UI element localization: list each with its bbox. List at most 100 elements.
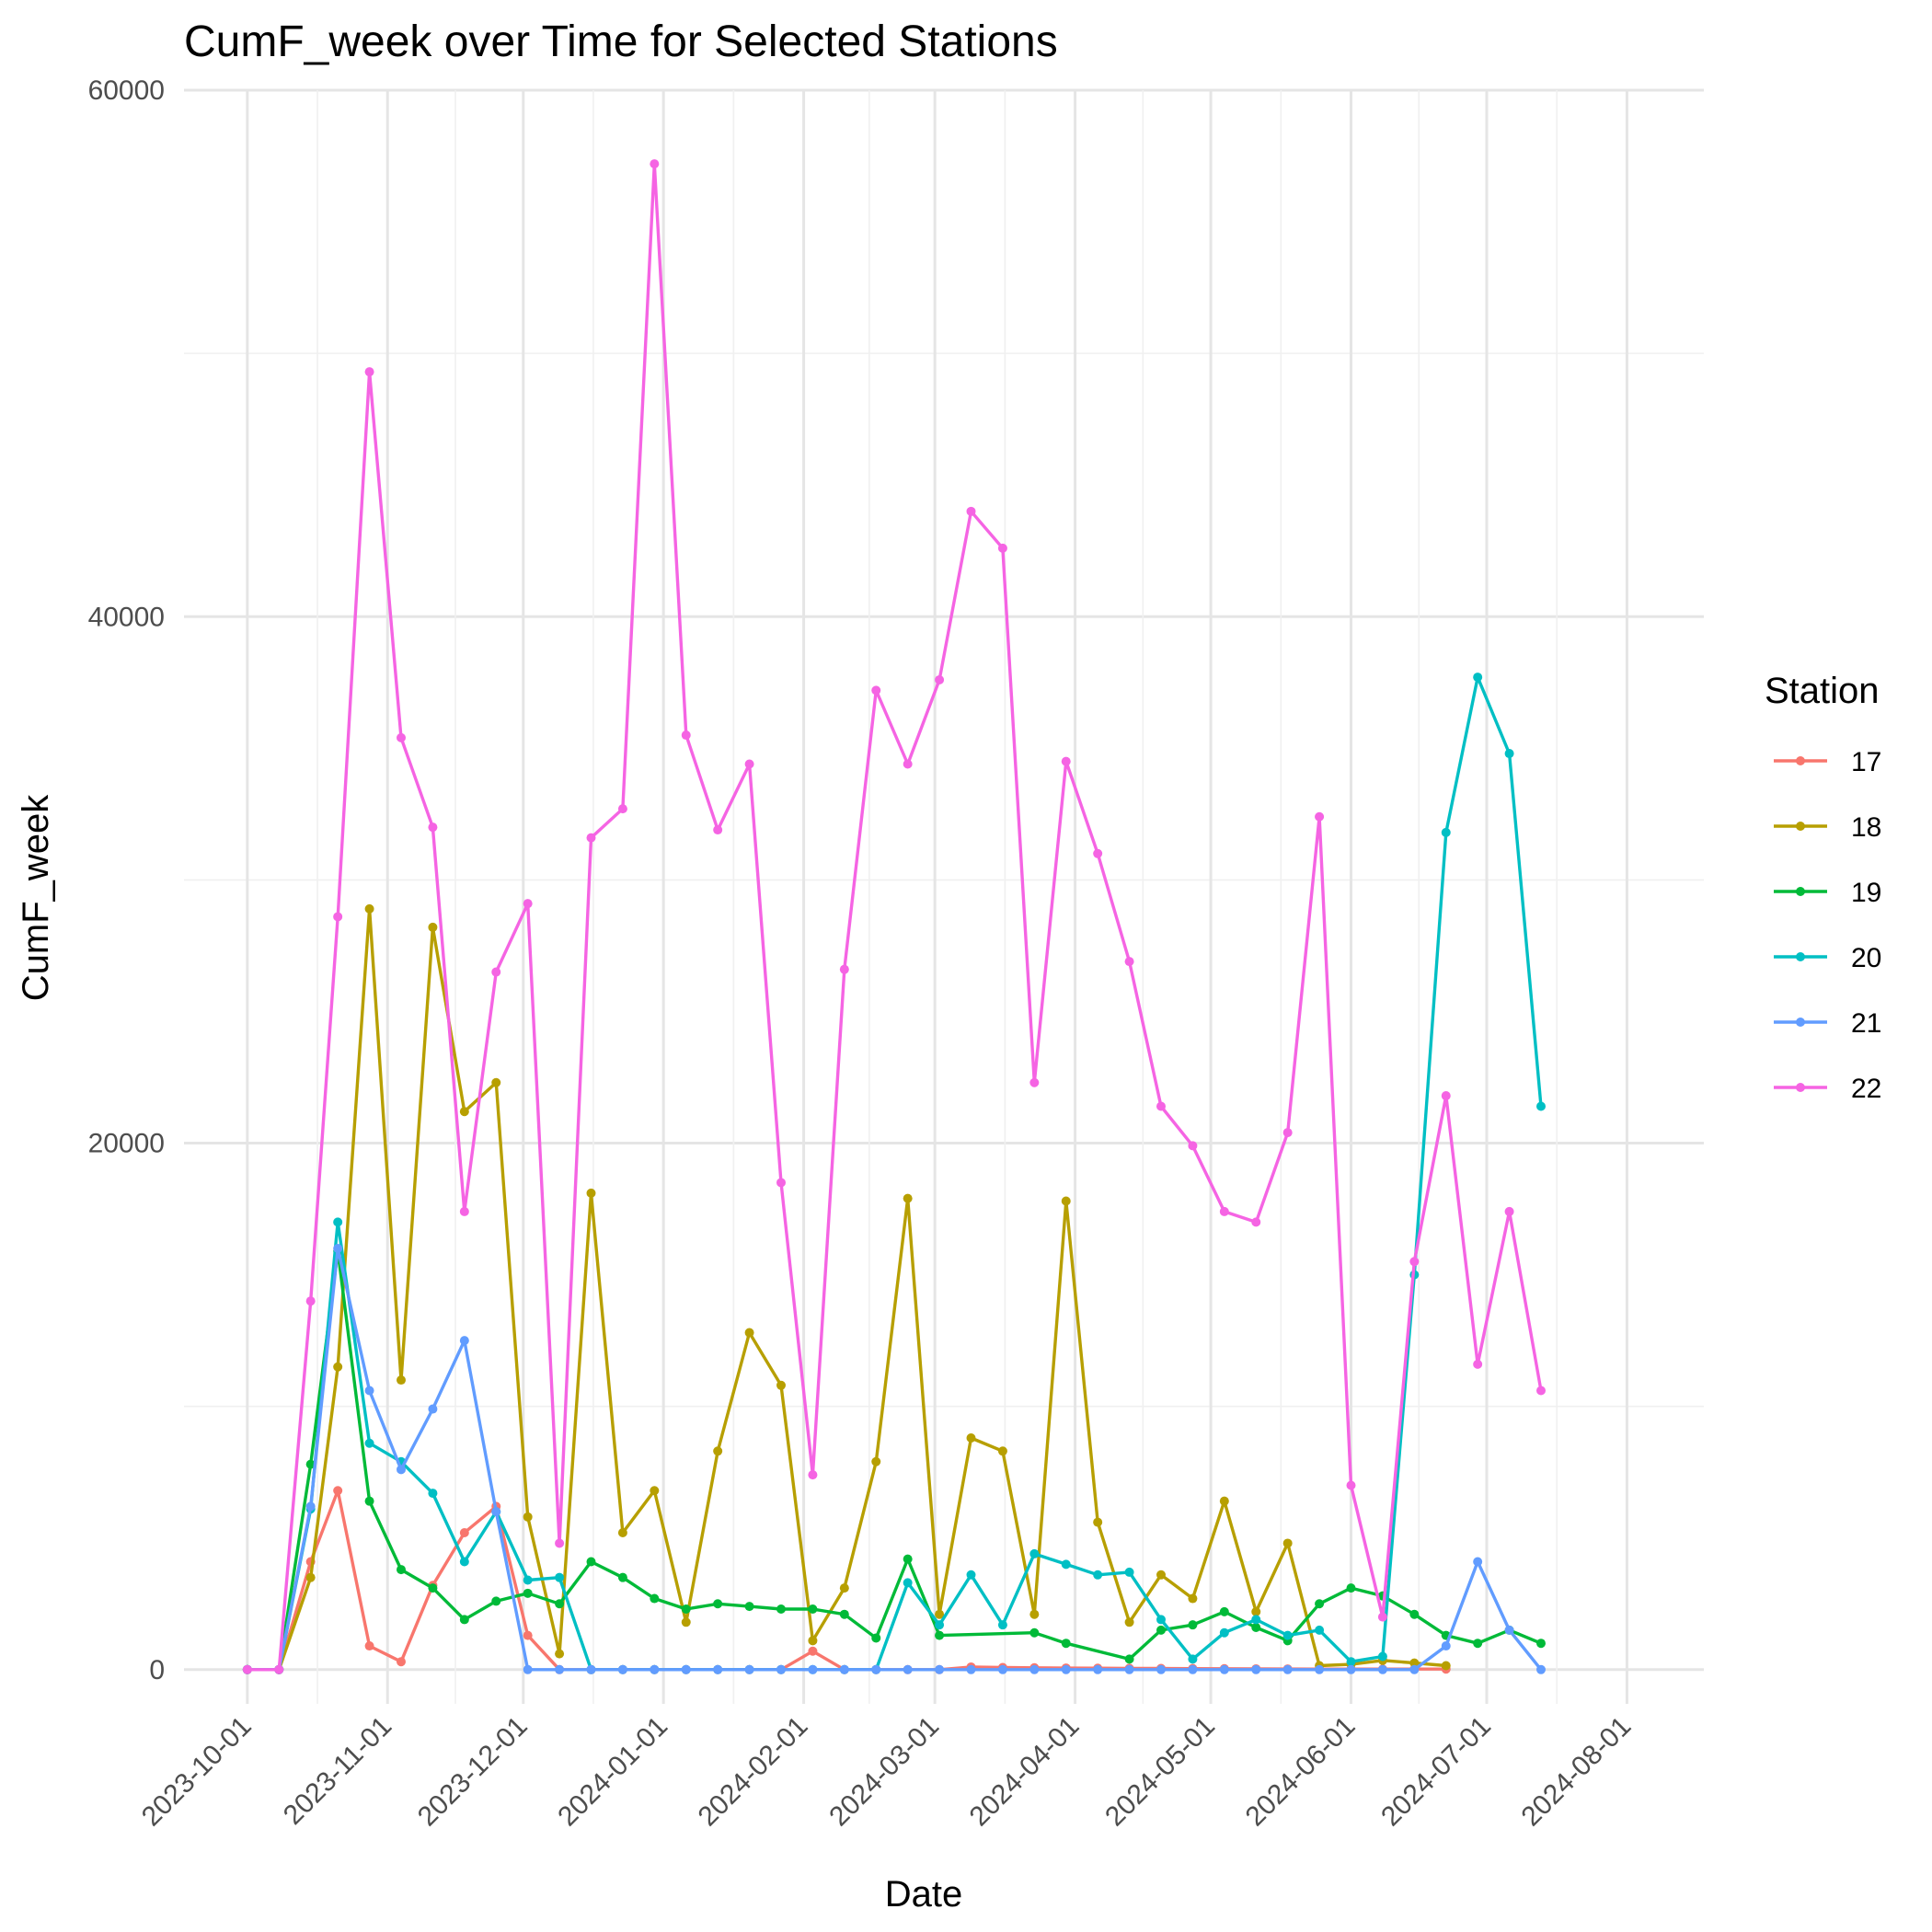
legend-item: 22: [1774, 1074, 1881, 1104]
legend-item: 18: [1774, 812, 1881, 843]
data-point: [305, 1572, 316, 1582]
legend-label: 21: [1851, 1008, 1881, 1039]
data-series: [242, 159, 1546, 1674]
legend-item: 19: [1774, 878, 1881, 908]
data-point: [333, 1486, 343, 1496]
data-point: [1346, 1664, 1356, 1674]
data-point: [1156, 1664, 1166, 1674]
data-point: [1409, 1658, 1420, 1668]
data-point: [966, 1433, 976, 1443]
data-point: [1346, 1657, 1356, 1667]
series-line: [246, 162, 1543, 1672]
data-point: [966, 1664, 976, 1674]
data-point: [1124, 1664, 1134, 1674]
legend-label: 22: [1851, 1074, 1881, 1104]
y-axis-ticks: 0 20000 40000 60000: [88, 75, 165, 1685]
legend-item: 17: [1774, 747, 1881, 777]
data-point: [808, 1470, 818, 1480]
data-point: [839, 1664, 849, 1674]
data-point: [555, 1599, 565, 1609]
data-point: [1473, 673, 1483, 683]
chart-title: CumF_week over Time for Selected Station…: [184, 17, 1058, 66]
y-axis-title: CumF_week: [16, 794, 56, 1002]
data-point: [364, 1641, 374, 1651]
data-point: [650, 159, 660, 169]
data-point: [1156, 1615, 1166, 1625]
data-point: [1219, 1496, 1229, 1506]
series-21: [242, 1243, 1546, 1674]
data-point: [333, 912, 343, 922]
data-point: [305, 1296, 316, 1306]
data-point: [242, 1664, 252, 1674]
data-point: [364, 1438, 374, 1448]
data-point: [776, 1380, 786, 1390]
legend-key-point: [1796, 887, 1805, 896]
legend-key-point: [1796, 822, 1805, 831]
data-point: [681, 1664, 691, 1674]
data-point: [1282, 1664, 1293, 1674]
data-point: [523, 1630, 533, 1640]
data-point: [1093, 848, 1103, 858]
data-point: [650, 1593, 660, 1604]
data-point: [397, 732, 406, 742]
data-point: [871, 1456, 881, 1466]
data-point: [903, 1664, 913, 1674]
data-point: [523, 1664, 533, 1674]
data-point: [935, 1630, 945, 1640]
data-point: [935, 674, 945, 684]
data-point: [1124, 1617, 1134, 1627]
grid-lines: [184, 88, 1704, 1704]
data-point: [1188, 1593, 1198, 1604]
data-point: [1219, 1664, 1229, 1674]
data-point: [617, 1664, 627, 1674]
legend-key-point: [1796, 952, 1805, 961]
data-point: [1061, 1196, 1071, 1206]
data-point: [935, 1620, 945, 1630]
data-point: [555, 1572, 565, 1582]
data-point: [1315, 1664, 1325, 1674]
data-point: [1124, 957, 1134, 967]
legend: Station 17 18 19 20 21 22: [1765, 671, 1881, 1104]
legend-key-point: [1796, 756, 1805, 765]
data-point: [713, 825, 723, 835]
data-point: [459, 1107, 469, 1117]
data-point: [1061, 756, 1071, 766]
data-point: [997, 1664, 1007, 1674]
data-point: [1156, 1101, 1166, 1111]
data-point: [1093, 1664, 1103, 1674]
data-point: [1282, 1538, 1293, 1548]
data-point: [744, 1602, 754, 1612]
data-point: [871, 1633, 881, 1643]
data-point: [903, 1193, 913, 1203]
data-point: [555, 1664, 565, 1674]
data-point: [1346, 1480, 1356, 1490]
data-point: [1536, 1386, 1546, 1396]
data-point: [523, 1512, 533, 1522]
data-point: [903, 759, 913, 769]
legend-label: 19: [1851, 878, 1881, 908]
data-point: [1504, 749, 1514, 759]
data-point: [364, 1386, 374, 1396]
data-point: [1156, 1570, 1166, 1580]
data-point: [1504, 1206, 1514, 1216]
data-point: [1536, 1664, 1546, 1674]
data-point: [871, 685, 881, 696]
data-point: [1473, 1639, 1483, 1649]
data-point: [1029, 1077, 1040, 1087]
data-point: [903, 1578, 913, 1588]
data-point: [1251, 1623, 1261, 1633]
data-point: [428, 822, 438, 833]
data-point: [523, 899, 533, 909]
data-point: [491, 1507, 501, 1517]
data-point: [1441, 1641, 1451, 1651]
data-point: [997, 543, 1007, 553]
series-line: [246, 1247, 1543, 1672]
data-point: [428, 1583, 438, 1593]
data-point: [333, 1243, 343, 1253]
legend-label: 20: [1851, 943, 1881, 973]
data-point: [997, 1620, 1007, 1630]
data-point: [966, 506, 976, 516]
data-point: [808, 1646, 818, 1656]
